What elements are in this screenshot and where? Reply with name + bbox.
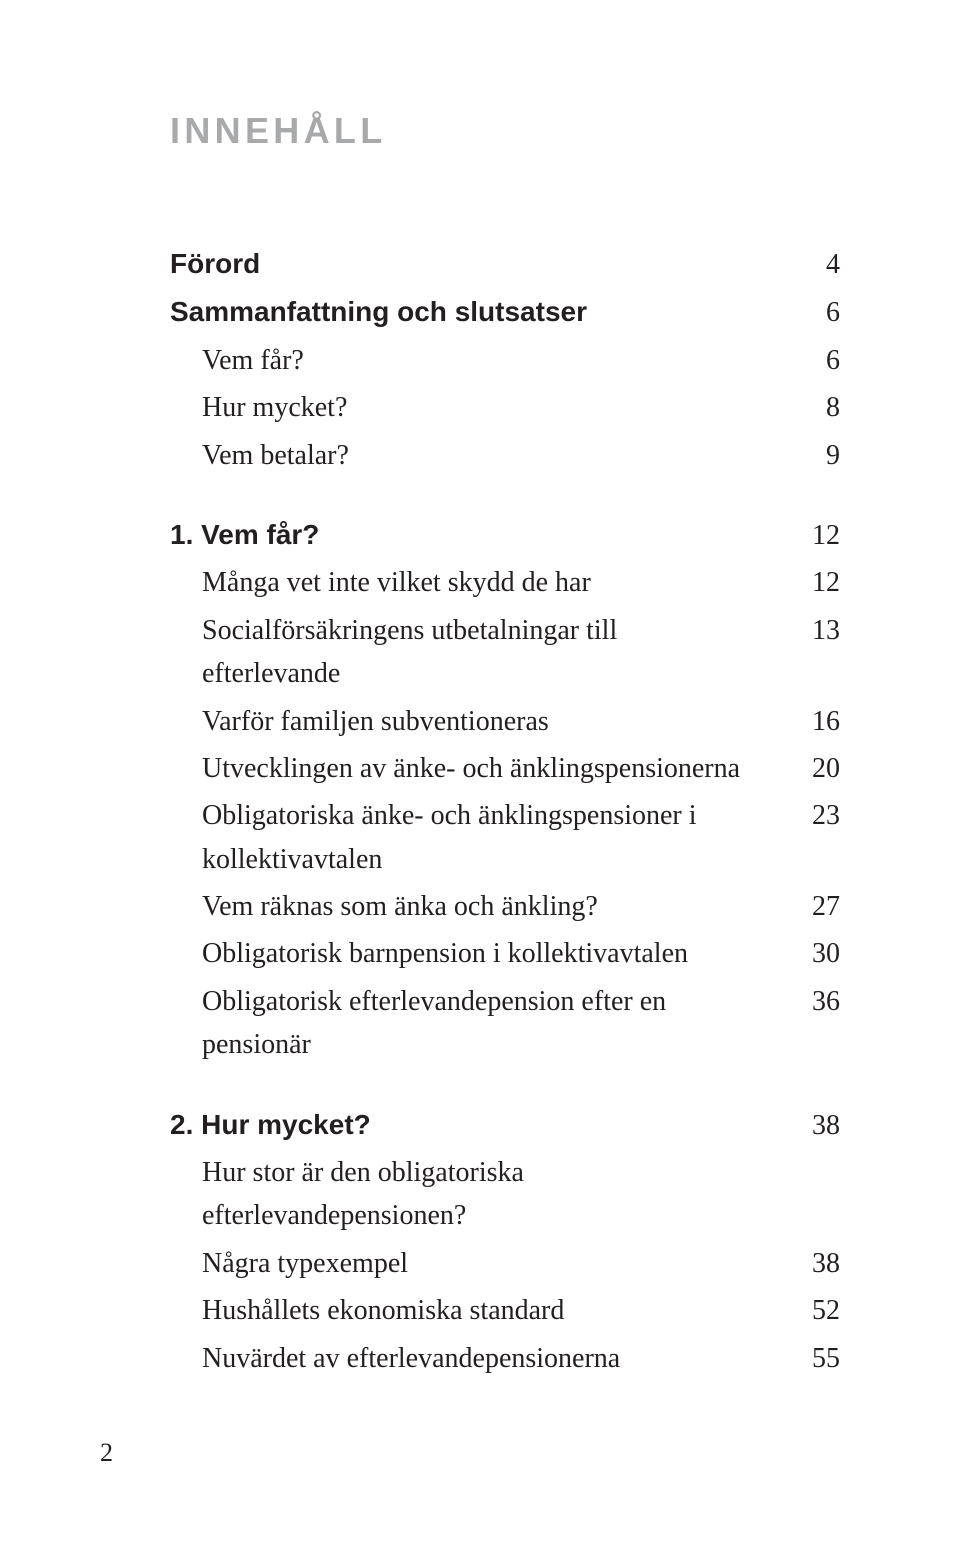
- toc-row: Obligatorisk efterlevandepension efter e…: [170, 980, 840, 1067]
- toc-label: Förord: [170, 242, 780, 285]
- toc-page: 13: [780, 609, 840, 652]
- toc-page: 6: [780, 291, 840, 334]
- toc-page: 4: [780, 243, 840, 286]
- toc-label: Vem betalar?: [170, 434, 780, 477]
- toc-page: 23: [780, 794, 840, 837]
- toc-page: 55: [780, 1337, 840, 1380]
- toc-row: Hur mycket? 8: [170, 386, 840, 429]
- toc-label: Vem får?: [170, 339, 780, 382]
- toc-label: Utvecklingen av änke- och änklingspensio…: [170, 747, 780, 790]
- toc-row: Sammanfattning och slutsatser 6: [170, 290, 840, 334]
- toc-row: Några typexempel 38: [170, 1242, 840, 1285]
- toc-label: Socialförsäkringens utbetalningar till e…: [170, 609, 780, 696]
- table-of-contents: Förord 4 Sammanfattning och slutsatser 6…: [170, 242, 840, 1380]
- toc-page: 12: [780, 514, 840, 557]
- toc-label: 1. Vem får?: [170, 513, 780, 556]
- toc-label: Hushållets ekonomiska standard: [170, 1289, 780, 1332]
- toc-row: 1. Vem får? 12: [170, 513, 840, 557]
- toc-label: Obligatorisk barnpension i kollektivavta…: [170, 932, 780, 975]
- toc-page: 20: [780, 747, 840, 790]
- toc-row: Hushållets ekonomiska standard 52: [170, 1289, 840, 1332]
- toc-label: Obligatorisk efterlevandepension efter e…: [170, 980, 780, 1067]
- toc-row: Varför familjen subventioneras 16: [170, 700, 840, 743]
- toc-label: Några typexempel: [170, 1242, 780, 1285]
- toc-label: Hur mycket?: [170, 386, 780, 429]
- toc-label: Varför familjen subventioneras: [170, 700, 780, 743]
- toc-row: Nuvärdet av efterlevandepensionerna 55: [170, 1337, 840, 1380]
- toc-label: Hur stor är den obligatoriska efterlevan…: [170, 1151, 780, 1238]
- toc-row: 2. Hur mycket? 38: [170, 1103, 840, 1147]
- toc-label: 2. Hur mycket?: [170, 1103, 780, 1146]
- toc-label: Vem räknas som änka och änkling?: [170, 885, 780, 928]
- toc-page: 16: [780, 700, 840, 743]
- toc-title: INNEHÅLL: [170, 110, 840, 152]
- page: INNEHÅLL Förord 4 Sammanfattning och slu…: [0, 0, 960, 1548]
- toc-label: Nuvärdet av efterlevandepensionerna: [170, 1337, 780, 1380]
- section-gap: [170, 1071, 840, 1103]
- toc-row: Många vet inte vilket skydd de har 12: [170, 561, 840, 604]
- page-number: 2: [100, 1438, 113, 1468]
- toc-label: Obligatoriska änke- och änklingspensione…: [170, 794, 780, 881]
- toc-row: Obligatoriska änke- och änklingspensione…: [170, 794, 840, 881]
- toc-row: Vem räknas som änka och änkling? 27: [170, 885, 840, 928]
- toc-page: 30: [780, 932, 840, 975]
- toc-page: 8: [780, 386, 840, 429]
- toc-page: 27: [780, 885, 840, 928]
- toc-page: 9: [780, 434, 840, 477]
- toc-label: Många vet inte vilket skydd de har: [170, 561, 780, 604]
- toc-row: Vem betalar? 9: [170, 434, 840, 477]
- toc-label: Sammanfattning och slutsatser: [170, 290, 780, 333]
- toc-page: 6: [780, 339, 840, 382]
- toc-row: Hur stor är den obligatoriska efterlevan…: [170, 1151, 840, 1238]
- toc-row: Vem får? 6: [170, 339, 840, 382]
- section-gap: [170, 481, 840, 513]
- toc-row: Obligatorisk barnpension i kollektivavta…: [170, 932, 840, 975]
- toc-page: 38: [780, 1104, 840, 1147]
- toc-row: Utvecklingen av änke- och änklingspensio…: [170, 747, 840, 790]
- toc-page: 36: [780, 980, 840, 1023]
- toc-page: 52: [780, 1289, 840, 1332]
- toc-row: Förord 4: [170, 242, 840, 286]
- toc-row: Socialförsäkringens utbetalningar till e…: [170, 609, 840, 696]
- toc-page: 38: [780, 1242, 840, 1285]
- toc-page: 12: [780, 561, 840, 604]
